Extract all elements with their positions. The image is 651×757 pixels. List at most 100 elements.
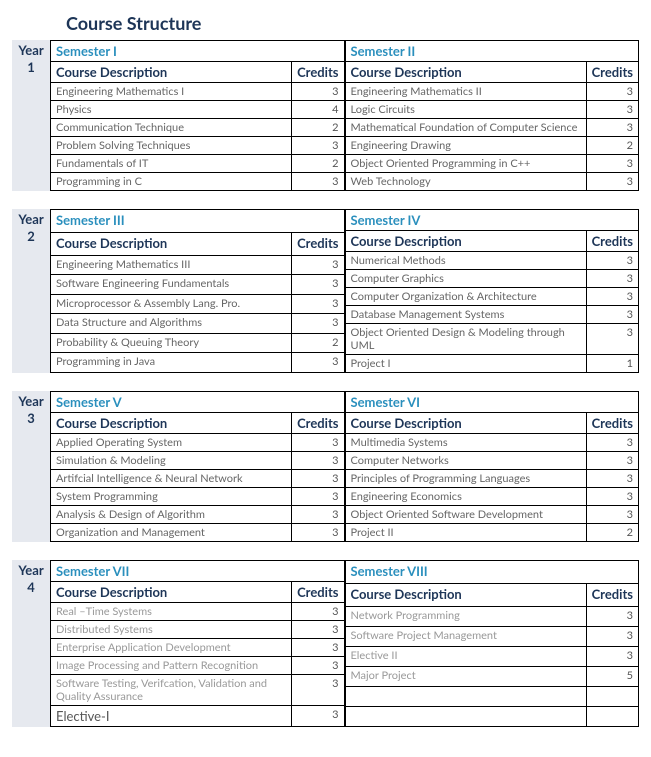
column-header-description: Course Description <box>345 62 586 83</box>
credits-cell: 3 <box>586 270 638 288</box>
course-description-cell <box>345 707 586 727</box>
year-word: Year <box>18 42 43 58</box>
table-row: Analysis & Design of Algorithm3 <box>51 506 345 524</box>
credits-cell: 3 <box>586 627 638 647</box>
credits-cell: 3 <box>586 288 638 306</box>
table-row <box>345 707 639 727</box>
credits-cell: 3 <box>292 506 344 524</box>
year-label: Year3 <box>12 391 50 542</box>
credits-cell: 3 <box>292 275 344 295</box>
credits-cell: 3 <box>292 488 344 506</box>
course-description-cell: Software Engineering Fundamentals <box>51 275 292 295</box>
year-word: Year <box>18 211 43 227</box>
course-description-cell: Engineering Mathematics III <box>51 255 292 275</box>
semester-name: Semester VI <box>345 392 639 413</box>
table-row: Elective-I3 <box>51 706 345 727</box>
credits-cell: 3 <box>292 675 344 706</box>
column-header-credits: Credits <box>586 413 638 434</box>
credits-cell: 3 <box>586 83 638 101</box>
table-row: Artifcial Intelligence & Neural Network3 <box>51 470 345 488</box>
semester-table-right: Semester IICourse DescriptionCreditsEngi… <box>345 40 640 191</box>
course-description-cell: Project I <box>345 355 586 373</box>
table-row: Image Processing and Pattern Recognition… <box>51 657 345 675</box>
credits-cell: 3 <box>292 603 344 621</box>
table-row: Database Management Systems3 <box>345 306 639 324</box>
course-description-cell: Database Management Systems <box>345 306 586 324</box>
credits-cell: 5 <box>586 667 638 687</box>
table-row: Project II2 <box>345 524 639 542</box>
course-description-cell: Web Technology <box>345 173 586 191</box>
course-description-cell: Microprocessor & Assembly Lang. Pro. <box>51 294 292 314</box>
column-header-description: Course Description <box>345 231 586 252</box>
table-row: Simulation & Modeling3 <box>51 452 345 470</box>
course-description-cell: Computer Networks <box>345 452 586 470</box>
credits-cell: 3 <box>586 324 638 355</box>
table-row: Real –Time Systems3 <box>51 603 345 621</box>
table-row: Engineering Mathematics II3 <box>345 83 639 101</box>
course-description-cell: Multimedia Systems <box>345 434 586 452</box>
credits-cell: 3 <box>292 83 344 101</box>
column-header-description: Course Description <box>51 62 292 83</box>
credits-cell: 3 <box>292 294 344 314</box>
table-row: Multimedia Systems3 <box>345 434 639 452</box>
column-header-description: Course Description <box>51 232 292 255</box>
credits-cell: 2 <box>586 137 638 155</box>
table-row: Microprocessor & Assembly Lang. Pro.3 <box>51 294 345 314</box>
table-row: Software Testing, Verifcation, Validatio… <box>51 675 345 706</box>
course-description-cell: Artifcial Intelligence & Neural Network <box>51 470 292 488</box>
semester-name: Semester II <box>345 41 639 62</box>
course-description-cell: Problem Solving Techniques <box>51 137 292 155</box>
credits-cell: 3 <box>586 607 638 627</box>
course-description-cell: Engineering Drawing <box>345 137 586 155</box>
table-row <box>345 687 639 707</box>
course-description-cell: Image Processing and Pattern Recognition <box>51 657 292 675</box>
credits-cell <box>586 707 638 727</box>
credits-cell: 3 <box>586 452 638 470</box>
course-description-cell: Data Structure and Algorithms <box>51 314 292 334</box>
course-description-cell: Software Project Management <box>345 627 586 647</box>
credits-cell: 3 <box>292 434 344 452</box>
column-header-description: Course Description <box>51 413 292 434</box>
table-row: Network Programming3 <box>345 607 639 627</box>
table-row: Object Oriented Software Development3 <box>345 506 639 524</box>
course-description-cell: Mathematical Foundation of Computer Scie… <box>345 119 586 137</box>
course-description-cell: Logic Circuits <box>345 101 586 119</box>
course-description-cell: Elective-I <box>51 706 292 727</box>
semester-table-left: Semester ICourse DescriptionCreditsEngin… <box>50 40 345 191</box>
course-description-cell: Computer Graphics <box>345 270 586 288</box>
credits-cell: 3 <box>586 470 638 488</box>
credits-cell: 3 <box>586 306 638 324</box>
course-description-cell: Numerical Methods <box>345 252 586 270</box>
semester-table-left: Semester VCourse DescriptionCreditsAppli… <box>50 391 345 542</box>
semester-name: Semester III <box>51 210 345 233</box>
semester-table-left: Semester VIICourse DescriptionCreditsRea… <box>50 560 345 727</box>
course-description-cell: Engineering Economics <box>345 488 586 506</box>
credits-cell: 3 <box>586 647 638 667</box>
column-header-credits: Credits <box>586 231 638 252</box>
table-row: Engineering Mathematics I3 <box>51 83 345 101</box>
table-row: Organization and Management3 <box>51 524 345 542</box>
course-description-cell: Simulation & Modeling <box>51 452 292 470</box>
table-row: Enterprise Application Development3 <box>51 639 345 657</box>
semester-name: Semester VII <box>51 561 345 582</box>
year-block-4: Year4Semester VIICourse DescriptionCredi… <box>12 560 639 727</box>
table-row: Engineering Drawing2 <box>345 137 639 155</box>
course-description-cell: Network Programming <box>345 607 586 627</box>
course-description-cell <box>345 687 586 707</box>
table-row: Probability & Queuing Theory2 <box>51 333 345 353</box>
table-row: Computer Networks3 <box>345 452 639 470</box>
course-description-cell: System Programming <box>51 488 292 506</box>
year-label: Year4 <box>12 560 50 727</box>
table-row: Physics4 <box>51 101 345 119</box>
table-row: Computer Organization & Architecture3 <box>345 288 639 306</box>
course-description-cell: Engineering Mathematics II <box>345 83 586 101</box>
table-row: Major Project5 <box>345 667 639 687</box>
course-description-cell: Elective II <box>345 647 586 667</box>
credits-cell: 1 <box>586 355 638 373</box>
table-row: Problem Solving Techniques3 <box>51 137 345 155</box>
credits-cell: 3 <box>586 155 638 173</box>
year-number: 1 <box>12 59 50 76</box>
credits-cell: 4 <box>292 101 344 119</box>
year-block-3: Year3Semester VCourse DescriptionCredits… <box>12 391 639 542</box>
course-description-cell: Object Oriented Software Development <box>345 506 586 524</box>
